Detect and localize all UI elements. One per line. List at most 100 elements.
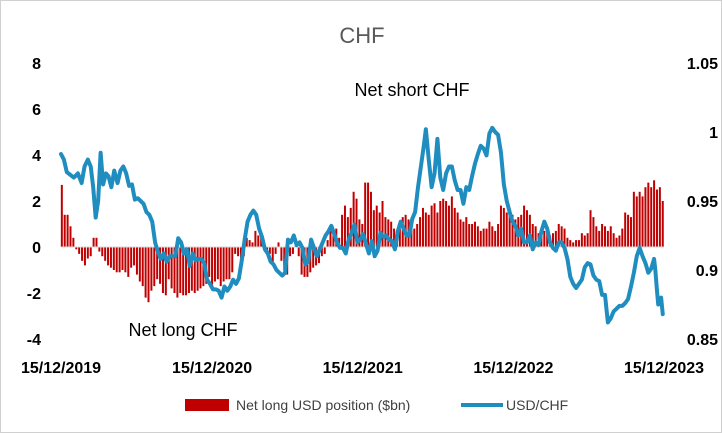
bar	[101, 247, 104, 257]
bar	[369, 191, 372, 247]
bar	[603, 226, 606, 247]
bar	[612, 233, 615, 247]
bar	[641, 196, 644, 247]
bar	[341, 214, 344, 247]
bar	[647, 182, 650, 247]
bar	[323, 247, 326, 254]
bar	[118, 247, 121, 273]
bar	[271, 247, 274, 264]
bar	[655, 189, 658, 247]
bar	[629, 217, 632, 247]
bar	[447, 205, 450, 247]
bar	[346, 217, 349, 247]
bar	[173, 247, 176, 293]
bar	[364, 182, 367, 247]
right-tick-label: 1.05	[687, 56, 718, 73]
bar	[329, 226, 332, 247]
bar	[283, 247, 286, 270]
x-axis-ticks: 15/12/2019 15/12/2020 15/12/2021 15/12/2022…	[21, 360, 704, 377]
bar	[456, 212, 459, 247]
bar	[92, 237, 95, 247]
bar	[367, 182, 370, 247]
bar	[465, 217, 468, 247]
bar	[75, 247, 78, 250]
bar	[274, 247, 277, 254]
bar	[193, 247, 196, 293]
bar	[257, 235, 260, 247]
bar	[560, 226, 563, 247]
bar	[245, 237, 248, 247]
bar	[621, 228, 624, 247]
bar	[289, 247, 292, 257]
bar	[164, 247, 167, 296]
bar	[141, 247, 144, 287]
bar	[254, 230, 257, 247]
bar	[589, 210, 592, 247]
bar	[658, 187, 661, 247]
bar	[251, 242, 254, 247]
bar	[410, 226, 413, 247]
bar	[170, 247, 173, 289]
bar	[375, 205, 378, 247]
x-tick-label: 15/12/2023	[624, 360, 704, 377]
x-tick-label: 15/12/2019	[21, 360, 101, 377]
left-tick-label: -2	[27, 286, 41, 303]
bar	[260, 237, 263, 247]
chart-title: CHF	[339, 23, 384, 48]
bar	[445, 201, 448, 247]
bar	[554, 230, 557, 247]
legend-line-label: USD/CHF	[506, 397, 568, 413]
bar	[104, 247, 107, 261]
left-tick-label: 4	[32, 148, 41, 165]
bar	[601, 224, 604, 247]
bar	[534, 226, 537, 247]
bar	[627, 214, 630, 247]
bar	[624, 212, 627, 247]
bar	[190, 247, 193, 291]
bar	[219, 247, 222, 287]
bar	[502, 207, 505, 247]
bar	[615, 237, 618, 247]
usdchf-line	[59, 125, 665, 325]
right-tick-label: 1	[709, 125, 718, 142]
bar	[66, 214, 69, 247]
bar	[72, 237, 75, 247]
bar	[358, 219, 361, 247]
bar	[563, 228, 566, 247]
bar	[213, 247, 216, 282]
right-tick-label: 0.95	[687, 194, 718, 211]
bar	[312, 247, 315, 268]
x-tick-label: 15/12/2021	[323, 360, 403, 377]
bar	[144, 247, 147, 298]
bar	[182, 247, 185, 296]
bar	[98, 247, 101, 252]
bar	[450, 196, 453, 247]
bar	[479, 230, 482, 247]
bar	[442, 198, 445, 247]
x-tick-label: 15/12/2020	[172, 360, 252, 377]
bar	[133, 247, 136, 266]
bar	[528, 214, 531, 247]
bar	[427, 214, 430, 247]
bar-series	[60, 180, 664, 303]
bar	[514, 219, 517, 247]
bar	[297, 247, 300, 257]
bar	[511, 214, 514, 247]
bar	[580, 233, 583, 247]
bar	[638, 191, 641, 247]
bar	[343, 205, 346, 247]
bar	[222, 247, 225, 282]
bar	[499, 205, 502, 247]
bar	[60, 184, 63, 247]
legend: Net long USD position ($bn) USD/CHF	[185, 397, 568, 413]
bar	[69, 226, 72, 247]
bar	[225, 247, 228, 280]
bar	[95, 237, 98, 247]
bar	[494, 230, 497, 247]
bar	[531, 224, 534, 247]
bar	[416, 224, 419, 247]
bar	[179, 247, 182, 293]
bar	[83, 247, 86, 266]
bar	[661, 201, 664, 247]
